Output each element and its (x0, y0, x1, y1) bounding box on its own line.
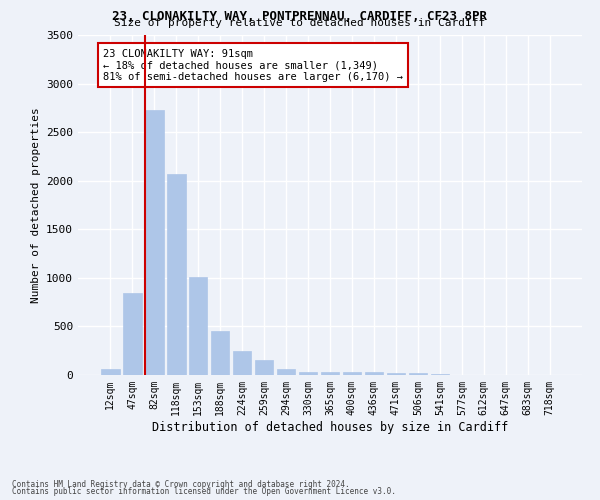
Bar (343, 372, 361, 375)
Bar (211, 332, 229, 375)
Bar (431, 374, 449, 375)
Bar (101, 369, 119, 375)
Bar (320, 372, 340, 375)
Text: 23 CLONAKILTY WAY: 91sqm
← 18% of detached houses are smaller (1,349)
81% of sem: 23 CLONAKILTY WAY: 91sqm ← 18% of detach… (103, 48, 403, 82)
Bar (189, 277, 208, 375)
Bar (123, 294, 142, 375)
Text: Size of property relative to detached houses in Cardiff: Size of property relative to detached ho… (115, 18, 485, 28)
Text: Contains public sector information licensed under the Open Government Licence v3: Contains public sector information licen… (12, 487, 396, 496)
Bar (365, 372, 383, 375)
X-axis label: Distribution of detached houses by size in Cardiff: Distribution of detached houses by size … (152, 420, 508, 434)
Y-axis label: Number of detached properties: Number of detached properties (31, 107, 41, 303)
Bar (299, 372, 317, 375)
Bar (386, 373, 405, 375)
Bar (145, 110, 164, 375)
Bar (233, 350, 251, 375)
Text: 23, CLONAKILTY WAY, PONTPRENNAU, CARDIFF, CF23 8PR: 23, CLONAKILTY WAY, PONTPRENNAU, CARDIFF… (113, 10, 487, 23)
Text: Contains HM Land Registry data © Crown copyright and database right 2024.: Contains HM Land Registry data © Crown c… (12, 480, 350, 489)
Bar (167, 174, 185, 375)
Bar (255, 360, 274, 375)
Bar (409, 373, 427, 375)
Bar (277, 368, 295, 375)
